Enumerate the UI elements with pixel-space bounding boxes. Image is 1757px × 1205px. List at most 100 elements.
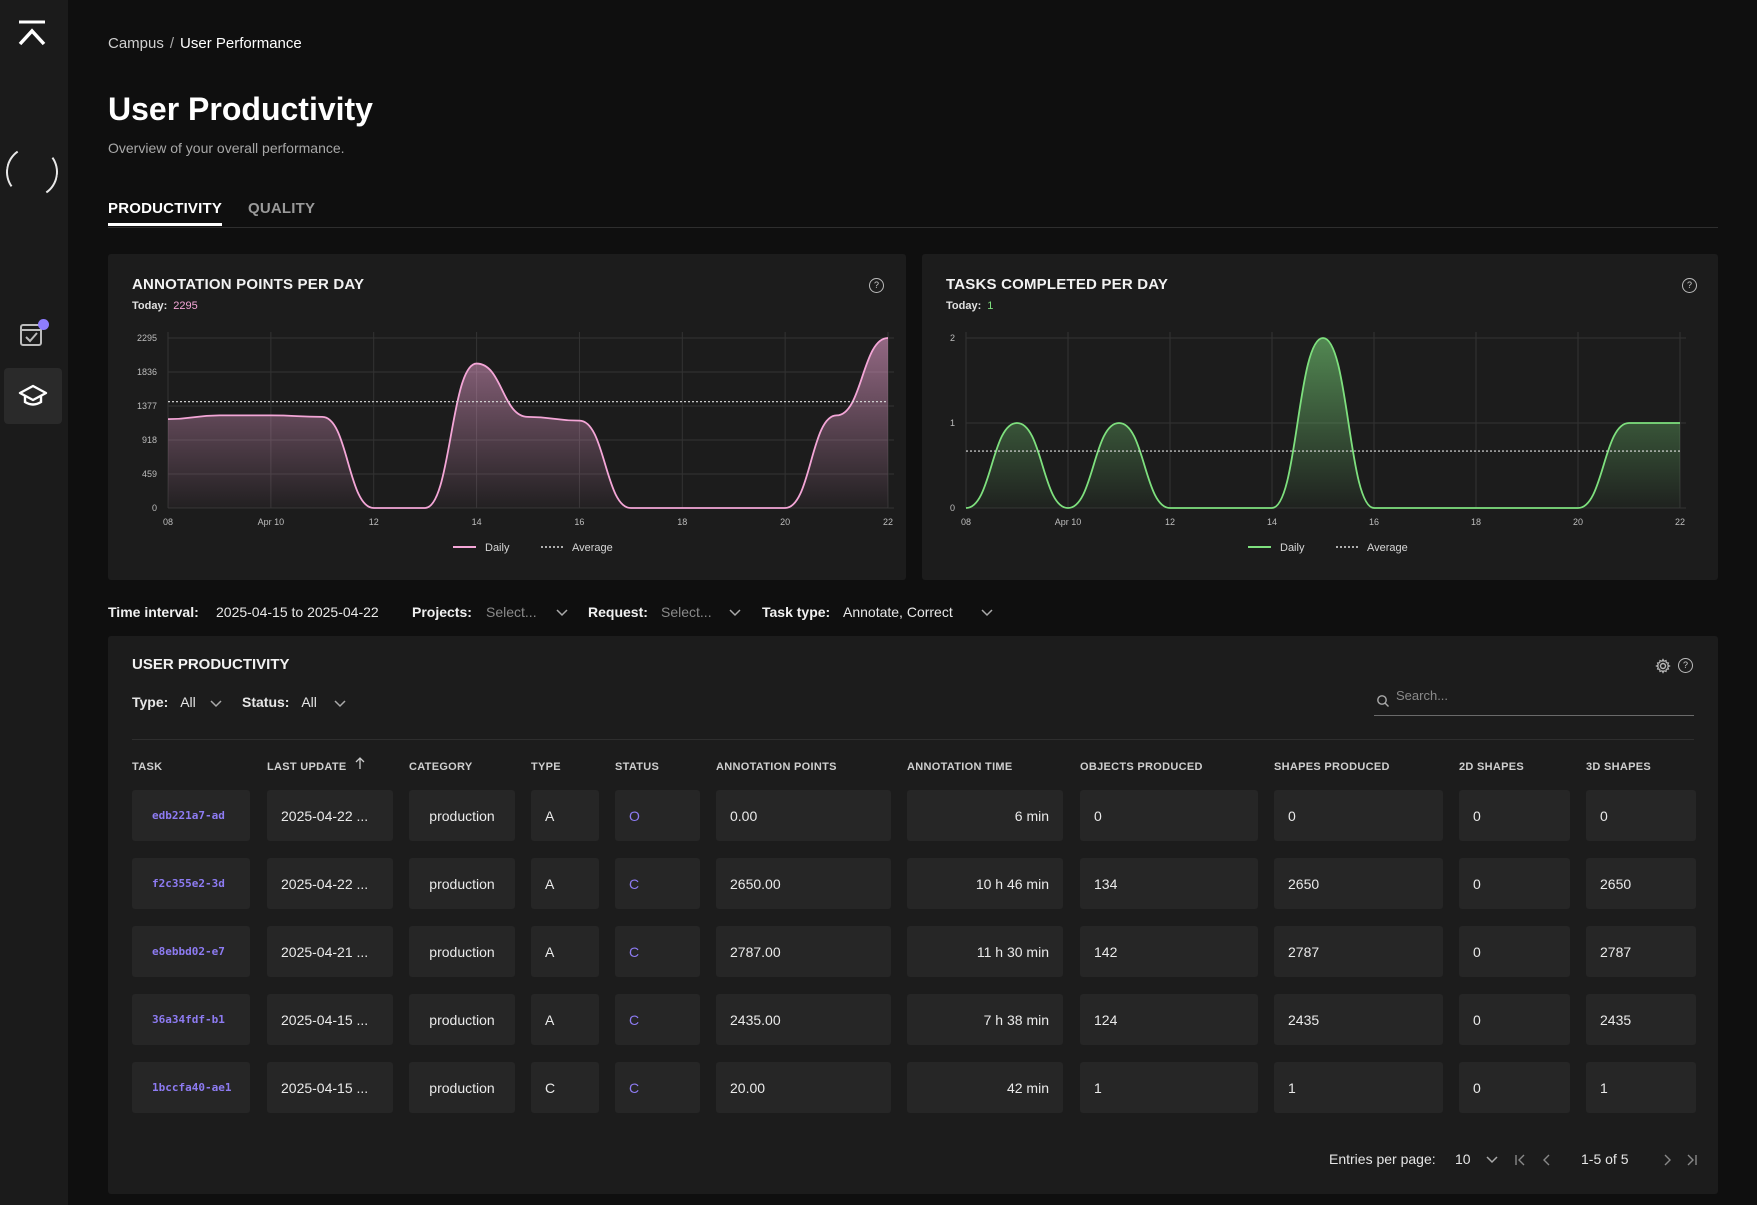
next-page-icon[interactable] xyxy=(1660,1153,1674,1167)
data-point xyxy=(1067,507,1069,509)
user-productivity-card: USER PRODUCTIVITY ? Type: All Status: Al… xyxy=(108,636,1718,1194)
data-point xyxy=(321,416,323,418)
column-header[interactable]: CATEGORY xyxy=(409,761,473,773)
table-cell: 2025-04-15 ... xyxy=(267,1062,393,1113)
x-tick-label: 20 xyxy=(780,517,790,527)
x-tick-label: 12 xyxy=(369,517,379,527)
table-cell: 2025-04-15 ... xyxy=(267,994,393,1045)
y-tick-label: 1 xyxy=(950,418,955,428)
table-cell: 42 min xyxy=(907,1062,1063,1113)
table-cell: 2435 xyxy=(1586,994,1696,1045)
table-cell: production xyxy=(409,994,515,1045)
data-point xyxy=(270,414,272,416)
chevron-down-icon[interactable] xyxy=(981,608,993,618)
help-icon[interactable]: ? xyxy=(1678,658,1693,673)
nav-rail xyxy=(0,0,68,1205)
status-filter-label: Status: xyxy=(242,694,289,710)
y-tick-label: 2295 xyxy=(137,333,157,343)
task-id-link[interactable]: f2c355e2-3d xyxy=(132,858,250,909)
column-header[interactable]: OBJECTS PRODUCED xyxy=(1080,761,1203,773)
task-type-select[interactable]: Annotate, Correct xyxy=(843,604,953,620)
type-filter-select[interactable]: All xyxy=(180,694,196,710)
time-interval-label: Time interval: xyxy=(108,604,199,620)
data-point xyxy=(965,507,967,509)
column-header[interactable]: TASK xyxy=(132,761,162,773)
task-id-link[interactable]: 1bccfa40-ae1 xyxy=(132,1062,250,1113)
search-icon xyxy=(1376,694,1390,708)
breadcrumb-separator: / xyxy=(170,35,174,52)
graduation-cap-icon xyxy=(18,383,48,409)
status-filter: Status: All xyxy=(242,694,317,710)
time-interval-value[interactable]: 2025-04-15 to 2025-04-22 xyxy=(216,604,379,620)
chevron-down-icon[interactable] xyxy=(729,608,741,618)
table-cell: A xyxy=(531,926,599,977)
y-tick-label: 0 xyxy=(152,503,157,513)
table-cell: 2787 xyxy=(1586,926,1696,977)
column-header[interactable]: 3D SHAPES xyxy=(1586,761,1651,773)
chevron-down-icon[interactable] xyxy=(334,699,346,709)
first-page-icon[interactable] xyxy=(1514,1153,1528,1167)
table-cell: 0 xyxy=(1459,858,1570,909)
y-tick-label: 1836 xyxy=(137,367,157,377)
table-cell: 1 xyxy=(1586,1062,1696,1113)
table-cell: 2025-04-22 ... xyxy=(267,790,393,841)
chevron-down-icon[interactable] xyxy=(556,608,568,618)
legend-label-average: Average xyxy=(572,542,613,554)
tasks-completed-card: TASKS COMPLETED PER DAY Today: 1 ? 2 1 0 08 A… xyxy=(922,254,1718,580)
table-cell: C xyxy=(615,926,700,977)
sort-ascending-icon[interactable] xyxy=(354,756,366,770)
table-cell: 0 xyxy=(1459,994,1570,1045)
search-input[interactable] xyxy=(1396,688,1686,703)
data-point xyxy=(1169,507,1171,509)
settings-gear-icon[interactable] xyxy=(1655,658,1671,674)
x-tick-label: 08 xyxy=(163,517,173,527)
page-title: User Productivity xyxy=(108,91,373,128)
data-point xyxy=(835,414,837,416)
column-header[interactable]: ANNOTATION POINTS xyxy=(716,761,837,773)
data-point xyxy=(733,507,735,509)
data-point xyxy=(630,507,632,509)
table-cell: 2435 xyxy=(1274,994,1443,1045)
column-header[interactable]: LAST UPDATE xyxy=(267,761,346,773)
x-tick-label: 14 xyxy=(1267,517,1277,527)
table-cell: 124 xyxy=(1080,994,1258,1045)
column-header[interactable]: 2D SHAPES xyxy=(1459,761,1524,773)
data-point xyxy=(1628,422,1630,424)
status-filter-select[interactable]: All xyxy=(301,694,317,710)
x-tick-label: 22 xyxy=(1675,517,1685,527)
column-header[interactable]: ANNOTATION TIME xyxy=(907,761,1013,773)
table-cell: 2435.00 xyxy=(716,994,891,1045)
tab-productivity[interactable]: PRODUCTIVITY xyxy=(108,200,222,226)
breadcrumb-parent[interactable]: Campus xyxy=(108,35,164,52)
table-cell: 0 xyxy=(1274,790,1443,841)
x-tick-label: 16 xyxy=(574,517,584,527)
breadcrumb-current: User Performance xyxy=(180,35,302,52)
request-select[interactable]: Select... xyxy=(661,604,712,620)
chevron-down-icon[interactable] xyxy=(1486,1155,1498,1165)
data-point xyxy=(475,362,477,364)
data-point xyxy=(1424,507,1426,509)
app-logo-icon[interactable] xyxy=(16,20,48,48)
nav-campus[interactable] xyxy=(4,368,62,424)
projects-select[interactable]: Select... xyxy=(486,604,537,620)
entries-per-page-select[interactable]: 10 xyxy=(1455,1151,1471,1167)
column-header[interactable]: STATUS xyxy=(615,761,659,773)
table-cell: 2025-04-22 ... xyxy=(267,858,393,909)
prev-page-icon[interactable] xyxy=(1540,1153,1554,1167)
last-page-icon[interactable] xyxy=(1684,1153,1698,1167)
task-id-link[interactable]: 36a34fdf-b1 xyxy=(132,994,250,1045)
y-tick-label: 918 xyxy=(142,435,157,445)
legend-label-average: Average xyxy=(1367,542,1408,554)
tab-quality[interactable]: QUALITY xyxy=(248,200,315,223)
column-header[interactable]: TYPE xyxy=(531,761,561,773)
data-point xyxy=(527,416,529,418)
column-header[interactable]: SHAPES PRODUCED xyxy=(1274,761,1390,773)
table-cell: 0 xyxy=(1459,790,1570,841)
data-point xyxy=(1373,507,1375,509)
table-cell: 2787 xyxy=(1274,926,1443,977)
table-cell: A xyxy=(531,994,599,1045)
table-cell: 10 h 46 min xyxy=(907,858,1063,909)
task-id-link[interactable]: e8ebbd02-e7 xyxy=(132,926,250,977)
task-id-link[interactable]: edb221a7-ad xyxy=(132,790,250,841)
chevron-down-icon[interactable] xyxy=(210,699,222,709)
